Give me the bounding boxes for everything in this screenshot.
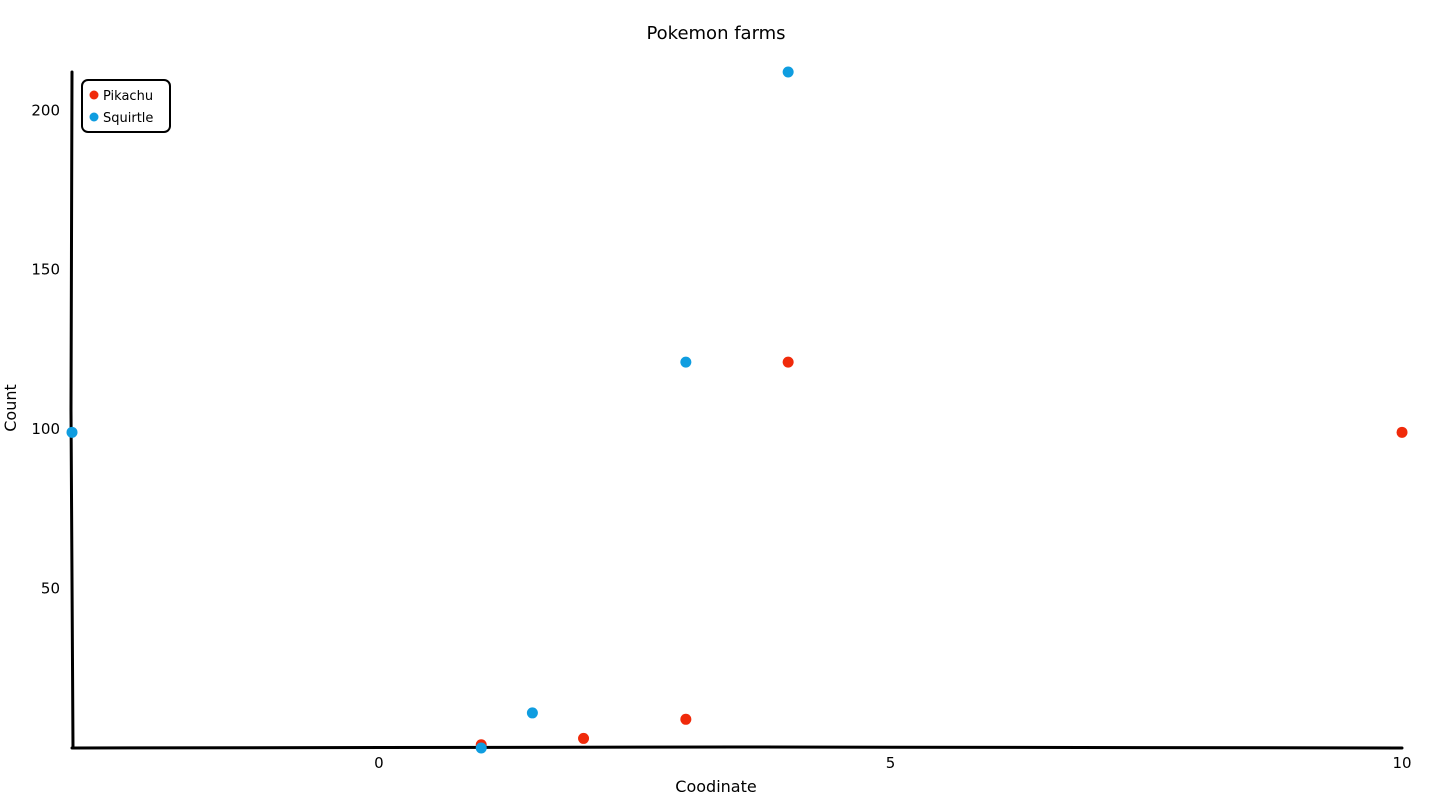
x-tick-label: 0	[374, 754, 384, 772]
data-point-pikachu	[1396, 426, 1408, 438]
legend-label-squirtle: Squirtle	[103, 111, 153, 126]
legend-marker-pikachu	[89, 90, 99, 100]
y-axis-line	[69, 70, 75, 750]
y-tick-label: 50	[41, 580, 60, 598]
legend: Pikachu Squirtle	[81, 79, 171, 133]
data-points	[66, 66, 1408, 754]
data-point-pikachu	[680, 713, 692, 725]
y-tick-label: 200	[31, 101, 60, 119]
y-tick-label: 100	[31, 420, 60, 438]
data-point-pikachu	[782, 356, 794, 368]
y-tick-label: 150	[31, 261, 60, 279]
x-tick-label: 5	[886, 754, 896, 772]
x-axis-label: Coodinate	[675, 777, 756, 795]
x-axis-line	[70, 745, 1404, 750]
data-point-squirtle	[475, 742, 487, 754]
y-axis-label: Count	[1, 384, 20, 432]
tick-labels: 0 5 10 50 100 150 200	[31, 101, 1411, 772]
data-point-pikachu	[578, 732, 590, 744]
legend-label-pikachu: Pikachu	[103, 89, 153, 104]
legend-box	[81, 79, 171, 133]
data-point-squirtle	[680, 356, 692, 368]
data-point-squirtle	[782, 66, 794, 78]
legend-marker-squirtle	[89, 112, 99, 122]
data-point-squirtle	[526, 707, 538, 719]
x-tick-label: 10	[1392, 754, 1411, 772]
chart-title: Pokemon farms	[646, 23, 785, 44]
axes	[69, 70, 1404, 750]
data-point-squirtle	[66, 426, 78, 438]
